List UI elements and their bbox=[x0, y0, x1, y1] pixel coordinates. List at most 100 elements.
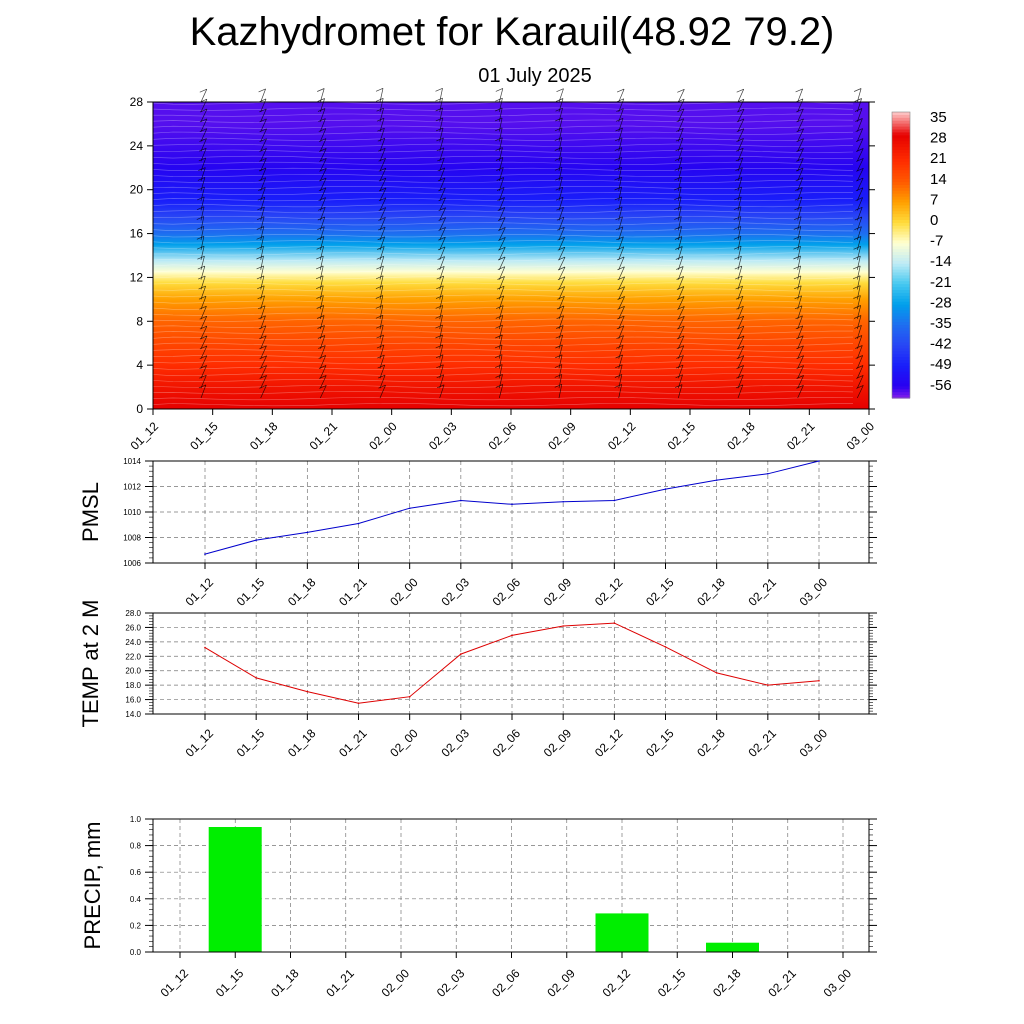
wind-barb bbox=[618, 88, 625, 103]
wind-barb bbox=[498, 364, 503, 379]
wind-barb bbox=[439, 237, 446, 251]
wind-barb bbox=[797, 216, 802, 231]
wind-barb-flag bbox=[438, 236, 446, 241]
wind-barb-flag bbox=[199, 88, 207, 93]
wind-barb bbox=[677, 355, 684, 369]
wind-barb-flag bbox=[736, 374, 744, 379]
wind-barb-flag bbox=[793, 265, 801, 270]
wind-barb bbox=[856, 187, 864, 201]
wind-barb bbox=[558, 147, 563, 162]
wind-barb-flag bbox=[554, 374, 562, 378]
heatmap-field bbox=[153, 102, 869, 409]
wind-barb bbox=[856, 128, 864, 142]
colorbar-swatch bbox=[892, 249, 910, 253]
wind-barb-flag bbox=[674, 157, 683, 161]
wind-barb-flag bbox=[495, 364, 503, 368]
wind-barb-flag bbox=[316, 236, 325, 240]
wind-barb-flag bbox=[497, 207, 505, 211]
wind-barb bbox=[379, 335, 384, 349]
wind-barb bbox=[558, 117, 563, 132]
wind-barb bbox=[618, 246, 625, 261]
wind-barb-flag bbox=[793, 245, 801, 250]
wind-barb bbox=[439, 256, 445, 270]
wind-barb-flag bbox=[735, 295, 744, 300]
wind-barb bbox=[439, 384, 445, 399]
wind-barb-flag bbox=[796, 108, 804, 113]
contour-line bbox=[152, 336, 854, 340]
wind-barb bbox=[498, 207, 506, 221]
wind-barb bbox=[558, 305, 565, 320]
colorbar-swatch bbox=[892, 322, 910, 326]
wind-barb-flag bbox=[675, 137, 684, 142]
wind-barb bbox=[797, 365, 804, 379]
wind-barb bbox=[379, 236, 386, 251]
wind-barb bbox=[379, 158, 386, 172]
pmsl-chart: 1006 1008 1010 1012 1014 01_12 01_15 01_18 01_21… bbox=[78, 457, 877, 609]
colorbar-swatch bbox=[892, 182, 910, 186]
wind-barb bbox=[618, 325, 625, 339]
wind-barb bbox=[200, 128, 208, 142]
wind-barb-flag bbox=[853, 245, 861, 250]
x-tick-label: 02_15 bbox=[665, 419, 699, 453]
wind-barb-flag bbox=[733, 245, 742, 250]
colorbar-label: 21 bbox=[930, 150, 947, 167]
colorbar-swatch bbox=[892, 147, 910, 151]
wind-barb-flag bbox=[376, 324, 384, 329]
wind-barb bbox=[618, 306, 625, 320]
x-tick-label: 01_15 bbox=[234, 726, 268, 760]
wind-barb-flag bbox=[793, 275, 802, 280]
wind-barb bbox=[319, 236, 325, 251]
colorbar-swatch bbox=[892, 333, 910, 338]
wind-barb-flag bbox=[258, 167, 267, 172]
colorbar-swatch bbox=[892, 380, 910, 385]
wind-barb-flag bbox=[435, 295, 444, 299]
wind-barb bbox=[200, 167, 206, 182]
colorbar-swatch bbox=[892, 263, 910, 268]
wind-barb-flag bbox=[495, 107, 503, 112]
colorbar-swatch bbox=[892, 266, 910, 271]
wind-barb bbox=[558, 374, 563, 389]
colorbar-swatch bbox=[892, 368, 910, 373]
wind-barb bbox=[319, 108, 326, 122]
wind-barb bbox=[797, 355, 804, 369]
wind-barb bbox=[200, 316, 208, 330]
wind-barb bbox=[618, 354, 623, 369]
wind-barb-flag bbox=[377, 374, 386, 379]
wind-barb-flag bbox=[258, 88, 266, 93]
wind-barb-flag bbox=[256, 216, 265, 221]
wind-barb-flag bbox=[437, 177, 446, 182]
contour-line bbox=[152, 330, 853, 334]
wind-barb-flag bbox=[794, 206, 802, 211]
wind-barb-flag bbox=[316, 265, 324, 270]
wind-barb bbox=[319, 315, 325, 330]
wind-barb bbox=[260, 216, 265, 231]
wind-barb bbox=[558, 227, 565, 241]
wind-barb-flag bbox=[435, 87, 443, 92]
wind-barb bbox=[856, 207, 863, 221]
wind-barb bbox=[498, 374, 503, 389]
colorbar-swatch bbox=[892, 310, 910, 314]
y-tick-label: 4 bbox=[136, 358, 143, 372]
colorbar-swatch bbox=[892, 327, 910, 332]
wind-barb-flag bbox=[495, 324, 503, 329]
x-tick-label: 02_09 bbox=[544, 966, 578, 1000]
wind-barb bbox=[737, 365, 744, 379]
wind-barb bbox=[677, 276, 684, 290]
wind-barb bbox=[856, 118, 863, 132]
wind-barb-flag bbox=[496, 187, 505, 191]
wind-barb bbox=[797, 265, 801, 280]
wind-barb bbox=[558, 335, 564, 349]
wind-barb-flag bbox=[497, 266, 505, 271]
wind-barb-flag bbox=[377, 364, 385, 369]
x-tick-label: 02_03 bbox=[438, 575, 472, 609]
contour-line bbox=[153, 113, 854, 117]
wind-barb bbox=[856, 265, 861, 280]
colorbar-swatch bbox=[892, 135, 910, 139]
pmsl-point bbox=[613, 499, 616, 502]
x-tick-label: 01_12 bbox=[128, 419, 162, 453]
wind-barb-flag bbox=[795, 325, 803, 330]
temperature-2m-chart: 14.0 16.0 18.0 20.0 22.0 24.0 26.0 28.0 01_12 01_… bbox=[78, 600, 877, 760]
colorbar-swatch bbox=[892, 339, 910, 344]
wind-barb bbox=[200, 275, 206, 290]
wind-barb bbox=[856, 365, 864, 379]
